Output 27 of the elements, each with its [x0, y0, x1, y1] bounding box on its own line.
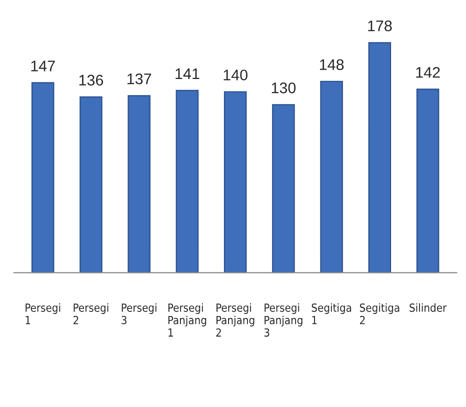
data-label: 130 — [272, 82, 296, 94]
data-label: 140 — [224, 70, 248, 80]
x-tick-label: Persegi Panjang 3 — [264, 303, 302, 337]
bar — [224, 91, 247, 273]
data-label: 136 — [79, 74, 104, 86]
bar — [320, 80, 343, 273]
x-tick-label: Persegi Panjang 1 — [168, 303, 206, 337]
x-tick-label: Segitiga 1 — [312, 303, 352, 324]
x-tick-label: Silinder — [410, 303, 447, 312]
bar — [80, 96, 102, 273]
bar — [272, 104, 295, 273]
x-tick-label: Persegi 1 — [26, 303, 60, 324]
bar — [176, 90, 199, 273]
x-tick-label: Persegi 2 — [74, 303, 108, 324]
bar — [368, 42, 392, 273]
x-tick-label: Persegi Panjang 2 — [216, 303, 254, 337]
bar — [31, 82, 54, 273]
data-label: 178 — [368, 20, 392, 32]
data-label: 148 — [320, 59, 344, 70]
data-label: 142 — [416, 67, 440, 78]
bar — [416, 88, 440, 273]
x-tick-label: Persegi 3 — [122, 303, 156, 324]
data-label: 137 — [128, 73, 152, 84]
data-label: 141 — [176, 68, 200, 79]
x-tick-label: Segitiga 2 — [360, 303, 400, 324]
data-label: 147 — [31, 60, 55, 72]
bar — [128, 95, 150, 273]
